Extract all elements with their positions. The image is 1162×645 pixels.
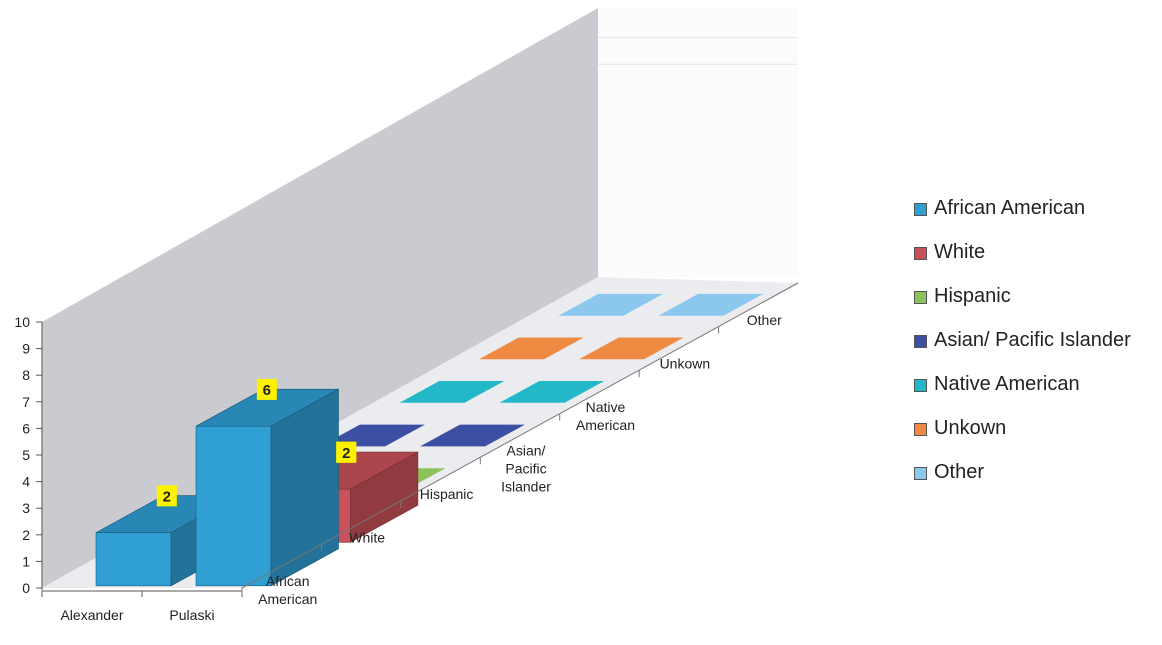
data-labels: 2262 (156, 378, 357, 507)
bar-front-face (195, 425, 272, 587)
legend-item: Hispanic (912, 285, 1157, 329)
legend-swatch (914, 379, 927, 392)
legend-swatch (914, 335, 927, 348)
floor-tile (499, 381, 605, 403)
floor-tile (420, 424, 525, 447)
data-label: 2 (336, 441, 357, 463)
series-axis-label: Native American (576, 399, 635, 433)
legend-label: Native American (934, 373, 1080, 395)
y-tick-label: 9 (22, 341, 30, 357)
data-label-box (256, 378, 277, 400)
legend-swatch (914, 467, 927, 480)
y-tick-label: 6 (22, 420, 30, 436)
series-axis-label: Hispanic (420, 486, 474, 502)
category-axis-labels: Alexander Pulaski (41, 591, 243, 623)
series-axis-labels: African American White Hispanic Asian/Pacifi… (241, 312, 782, 607)
series-axis-label: Asian/Pacific Islander (501, 443, 551, 495)
series-axis-label: African American (258, 573, 317, 607)
data-label-text: 2 (342, 445, 350, 462)
legend-label: Hispanic (934, 285, 1011, 307)
data-label: 6 (256, 378, 277, 400)
floor-tile (579, 337, 684, 360)
legend-item: White (912, 241, 1157, 285)
data-label-text: 2 (163, 488, 171, 505)
series-axis-label: White (349, 530, 385, 546)
bars (95, 388, 419, 587)
y-tick-label: 10 (14, 314, 30, 330)
legend-item: Unkown (912, 417, 1157, 461)
value-axis-ticks: 0 1 2 3 4 5 6 7 8 9 10 (14, 314, 42, 596)
floor-tile (479, 337, 584, 360)
y-tick-label: 4 (22, 474, 30, 490)
y-tick-label: 1 (22, 553, 30, 569)
legend: African American White Hispanic Asian/ P… (912, 197, 1157, 505)
y-tick-label: 2 (22, 527, 30, 543)
legend-item: Asian/ Pacific Islander (912, 329, 1157, 373)
side-wall (598, 8, 798, 277)
legend-swatch (914, 247, 927, 260)
series-axis (241, 282, 799, 589)
legend-item: Other (912, 461, 1157, 505)
category-label: Pulaski (169, 607, 214, 623)
legend-label: African American (934, 197, 1086, 219)
legend-label: Other (934, 461, 985, 483)
legend-label: Unkown (934, 417, 1007, 439)
legend-swatch (914, 291, 927, 304)
y-tick-label: 8 (22, 367, 30, 383)
bar-top-face (195, 388, 339, 427)
legend-swatch (914, 423, 927, 436)
y-tick-label: 7 (22, 394, 30, 410)
series-axis-label: Other (747, 312, 782, 328)
bar-front-face (95, 532, 172, 587)
legend-item: African American (912, 197, 1157, 241)
back-wall (42, 8, 598, 588)
floor-tile (658, 293, 764, 316)
series-axis-label: Unkown (660, 355, 711, 371)
data-label-text: 6 (263, 382, 271, 399)
floor-tile (558, 293, 664, 316)
data-label-box (336, 441, 357, 463)
data-label: 2 (156, 485, 177, 507)
legend-item: Native American (912, 373, 1157, 417)
data-label-box (156, 485, 177, 507)
legend-label: White (934, 241, 986, 263)
side-wall-gridlines (598, 37, 798, 65)
legend-label: Asian/ Pacific Islander (934, 329, 1131, 351)
y-tick-label: 5 (22, 447, 30, 463)
floor-tile (399, 381, 505, 403)
y-tick-label: 3 (22, 500, 30, 516)
floor-tile (320, 424, 425, 447)
legend-swatch (914, 203, 927, 216)
category-label: Alexander (60, 607, 123, 623)
y-tick-label: 0 (22, 580, 30, 596)
bar-3d (195, 388, 339, 587)
